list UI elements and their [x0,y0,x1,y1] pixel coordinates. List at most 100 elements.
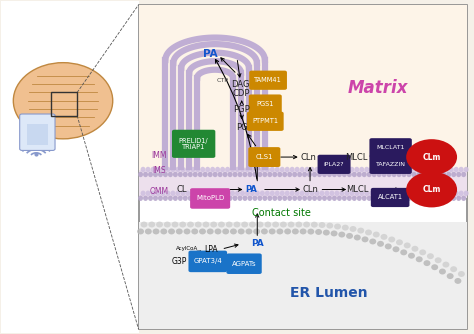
Ellipse shape [272,195,277,201]
Ellipse shape [241,221,248,227]
Ellipse shape [338,231,345,237]
Ellipse shape [323,229,330,235]
Ellipse shape [210,167,215,172]
Ellipse shape [417,172,421,177]
Ellipse shape [307,172,312,177]
Ellipse shape [257,172,262,177]
FancyBboxPatch shape [138,5,466,329]
Ellipse shape [151,191,155,196]
Ellipse shape [202,221,210,227]
Ellipse shape [190,167,195,172]
Ellipse shape [183,228,191,234]
Ellipse shape [253,228,260,234]
Ellipse shape [305,167,310,172]
Ellipse shape [295,167,300,172]
FancyBboxPatch shape [172,130,215,158]
Ellipse shape [431,195,437,201]
Ellipse shape [235,191,240,196]
Ellipse shape [228,195,233,201]
Ellipse shape [145,228,152,234]
Ellipse shape [215,228,221,234]
Ellipse shape [220,191,225,196]
Ellipse shape [317,172,322,177]
Ellipse shape [302,172,307,177]
Ellipse shape [292,172,297,177]
Text: CTP: CTP [217,78,229,83]
Ellipse shape [198,172,203,177]
FancyBboxPatch shape [189,250,227,272]
Ellipse shape [315,229,322,235]
Ellipse shape [419,249,426,255]
Ellipse shape [374,191,379,196]
Ellipse shape [357,172,362,177]
Text: PA: PA [251,239,264,248]
Ellipse shape [178,172,183,177]
Ellipse shape [243,172,247,177]
Ellipse shape [288,221,294,227]
Ellipse shape [312,172,317,177]
Ellipse shape [345,191,349,196]
Ellipse shape [456,172,461,177]
Ellipse shape [417,195,421,201]
FancyBboxPatch shape [27,124,48,146]
Ellipse shape [339,167,345,172]
Ellipse shape [388,236,395,242]
Ellipse shape [188,172,193,177]
Ellipse shape [265,167,270,172]
Text: PGS1: PGS1 [256,101,274,107]
Ellipse shape [464,191,469,196]
Ellipse shape [404,167,409,172]
Ellipse shape [439,167,444,172]
Ellipse shape [272,172,277,177]
Ellipse shape [297,172,302,177]
Ellipse shape [175,191,180,196]
Ellipse shape [172,221,179,227]
Text: CLS1: CLS1 [255,154,273,160]
Text: OMM: OMM [150,187,169,196]
Ellipse shape [327,195,332,201]
Ellipse shape [290,191,295,196]
Ellipse shape [339,191,345,196]
Ellipse shape [265,191,270,196]
Ellipse shape [431,264,438,270]
Ellipse shape [329,167,335,172]
Ellipse shape [247,172,253,177]
Ellipse shape [421,172,427,177]
Ellipse shape [458,271,465,277]
Circle shape [406,172,457,207]
Ellipse shape [225,191,230,196]
Ellipse shape [427,195,431,201]
Ellipse shape [364,167,369,172]
Ellipse shape [272,221,279,227]
Ellipse shape [269,228,275,234]
FancyBboxPatch shape [227,254,262,274]
Ellipse shape [447,273,454,279]
Ellipse shape [243,195,247,201]
Text: Matrix: Matrix [348,78,409,97]
Ellipse shape [325,167,329,172]
Ellipse shape [337,195,342,201]
Ellipse shape [327,172,332,177]
Ellipse shape [437,195,441,201]
Ellipse shape [459,167,464,172]
Ellipse shape [454,167,459,172]
Ellipse shape [437,172,441,177]
Text: PA: PA [245,185,257,194]
Ellipse shape [337,172,342,177]
Ellipse shape [367,195,372,201]
Ellipse shape [198,195,203,201]
Ellipse shape [205,191,210,196]
Text: CLm: CLm [422,153,441,162]
FancyBboxPatch shape [369,155,412,174]
Ellipse shape [213,195,218,201]
Text: PA: PA [203,49,218,59]
Ellipse shape [435,257,442,263]
Ellipse shape [143,172,148,177]
Ellipse shape [319,191,325,196]
Ellipse shape [450,266,457,272]
Ellipse shape [215,167,220,172]
Ellipse shape [270,167,275,172]
Ellipse shape [423,260,430,266]
Ellipse shape [146,167,151,172]
Ellipse shape [421,195,427,201]
